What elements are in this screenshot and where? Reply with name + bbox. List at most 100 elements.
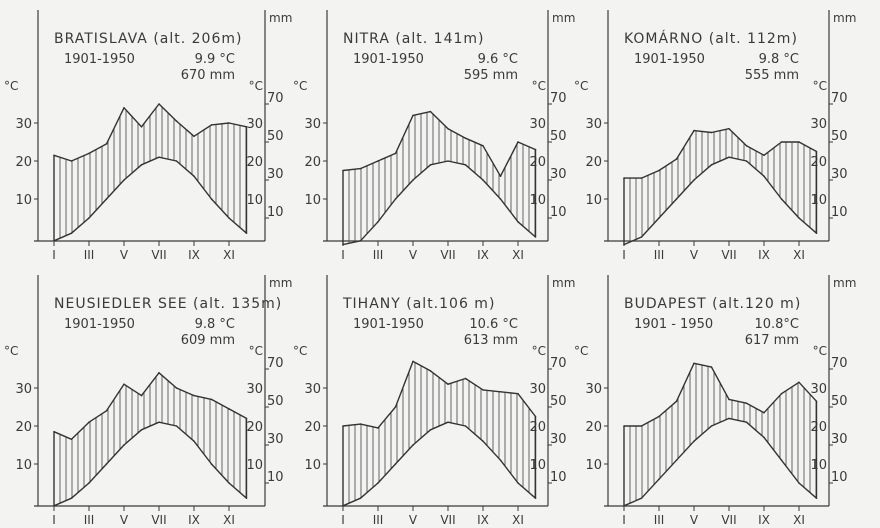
month-label: XI [223,248,235,262]
temperature-point [517,482,519,484]
temperature-point [228,217,230,219]
period-label: 1901-1950 [64,52,135,67]
precipitation-point [658,169,660,172]
precipitation-point [429,370,432,372]
precipitation-point [482,389,484,391]
annual-precip-label: 595 mm [464,68,518,83]
precipitation-point [464,137,467,139]
precipitation-point [728,127,730,130]
precipitation-point [88,421,90,424]
temp-tick-label: 20 [304,155,321,170]
temp-tick-label-right: 10 [246,193,263,208]
temp-tick-label-right: 10 [810,193,827,208]
month-label: V [690,248,699,262]
precipitation-line [342,110,536,177]
period-label: 1901-1950 [353,317,424,332]
precipitation-line [53,103,247,162]
precip-tick-label: 30 [831,167,848,182]
temperature-point [70,232,73,234]
precipitation-point [70,438,73,441]
temperature-point [763,175,765,177]
climate-panel: BRATISLAVA (alt. 206m) 1901-1950 9.9 °C670… [4,10,292,262]
station-title: TIHANY (alt.106 m) [342,296,495,312]
precip-unit-label: mm [269,11,292,25]
temperature-point [447,421,449,424]
month-label: VII [440,248,455,262]
humid-period-hatching [623,363,817,506]
precipitation-point [517,141,519,143]
temp-tick-label: 20 [585,420,602,435]
climate-panel: NEUSIEDLER SEE (alt. 135m) 1901-1950 9.8 °… [4,275,292,527]
temperature-point [710,164,713,166]
precip-tick-label: 70 [267,91,284,106]
temperature-point [53,505,55,507]
temperature-point [640,236,643,238]
precipitation-point [763,154,765,157]
month-label: VII [721,248,736,262]
temp-unit-label-right: °C [249,79,263,93]
temperature-point [482,440,484,443]
temp-tick-label: 30 [304,382,321,397]
precipitation-point [447,127,449,130]
temperature-point [728,156,730,158]
temperature-point [429,164,432,166]
precipitation-point [780,392,783,395]
month-label: V [690,513,699,527]
annual-precip-label: 609 mm [181,333,235,348]
annual-precip-label: 613 mm [464,333,518,348]
climate-panel: BUDAPEST (alt.120 m) 1901 - 1950 10.8°C617… [574,275,856,527]
temp-tick-label: 30 [15,382,32,397]
precipitation-point [693,129,695,132]
precipitation-point [780,141,783,143]
precipitation-point [105,143,108,145]
month-label: I [622,513,626,527]
precip-unit-label: mm [552,11,575,25]
temperature-point [193,440,195,443]
month-label: VII [151,513,166,527]
temperature-point [447,160,449,162]
temp-tick-label-right: 20 [246,155,263,170]
station-title: BUDAPEST (alt.120 m) [624,296,801,312]
humid-period-hatching [623,129,817,245]
month-label: VII [440,513,455,527]
month-label: V [409,248,418,262]
precip-tick-label: 50 [267,394,284,409]
temperature-point [798,217,800,219]
precipitation-point [342,169,344,172]
temp-unit-label-right: °C [532,79,546,93]
precip-tick-label: 50 [831,394,848,409]
temperature-point [728,417,730,420]
temp-unit-label-right: °C [249,344,263,358]
precipitation-point [745,145,748,147]
temp-tick-label-right: 30 [810,382,827,397]
precipitation-point [640,177,643,179]
month-label: III [84,248,95,262]
precip-tick-label: 50 [267,129,284,144]
precip-tick-label: 10 [831,470,848,485]
precip-unit-label: mm [552,276,575,290]
precipitation-point [658,415,660,418]
temperature-point [342,243,344,246]
temperature-point [675,459,678,462]
temperature-point [228,482,230,484]
precipitation-point [158,103,160,105]
precipitation-point [534,415,537,418]
temperature-point [780,198,783,200]
period-label: 1901-1950 [634,52,705,67]
precipitation-point [675,158,678,160]
month-label: XI [223,513,235,527]
temperature-point [377,221,379,223]
precipitation-point [88,152,90,155]
temp-tick-label-right: 20 [529,155,546,170]
temperature-point [53,240,55,242]
month-label: V [409,513,418,527]
precip-tick-label: 30 [267,432,284,447]
precipitation-point [193,135,195,138]
temperature-point [763,436,765,439]
temp-unit-label: °C [574,344,588,358]
precipitation-point [534,148,537,151]
precipitation-point [412,360,414,363]
precip-tick-label: 10 [550,470,567,485]
precipitation-point [228,122,230,124]
precipitation-point [623,425,625,427]
